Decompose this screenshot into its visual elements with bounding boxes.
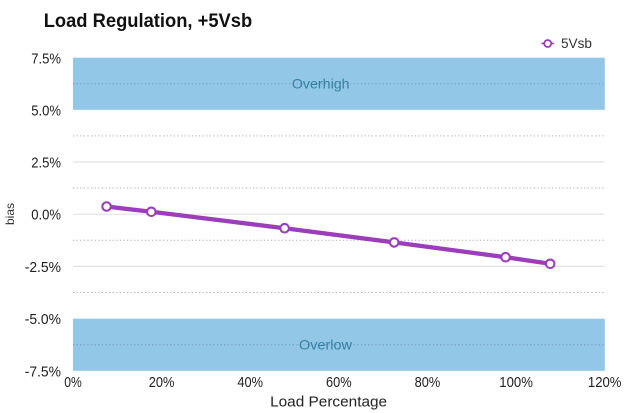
svg-text:Load Percentage: Load Percentage	[270, 393, 387, 410]
svg-text:-2.5%: -2.5%	[25, 259, 61, 276]
svg-text:5.0%: 5.0%	[31, 102, 61, 119]
svg-text:-7.5%: -7.5%	[25, 363, 61, 380]
svg-text:7.5%: 7.5%	[31, 50, 61, 67]
svg-text:Load Regulation, +5Vsb: Load Regulation, +5Vsb	[44, 11, 253, 32]
svg-text:80%: 80%	[415, 374, 441, 391]
svg-text:bias: bias	[3, 203, 17, 225]
svg-text:20%: 20%	[149, 374, 175, 391]
svg-text:0.0%: 0.0%	[31, 207, 61, 224]
svg-text:Overlow: Overlow	[299, 337, 353, 353]
svg-text:40%: 40%	[237, 374, 263, 391]
svg-text:Overhigh: Overhigh	[292, 76, 350, 92]
svg-text:-5.0%: -5.0%	[25, 311, 61, 328]
svg-text:60%: 60%	[326, 374, 352, 391]
svg-text:0%: 0%	[64, 374, 82, 391]
svg-text:100%: 100%	[499, 374, 533, 391]
svg-text:120%: 120%	[588, 374, 622, 391]
svg-text:2.5%: 2.5%	[31, 155, 61, 172]
svg-text:5Vsb: 5Vsb	[561, 35, 592, 51]
